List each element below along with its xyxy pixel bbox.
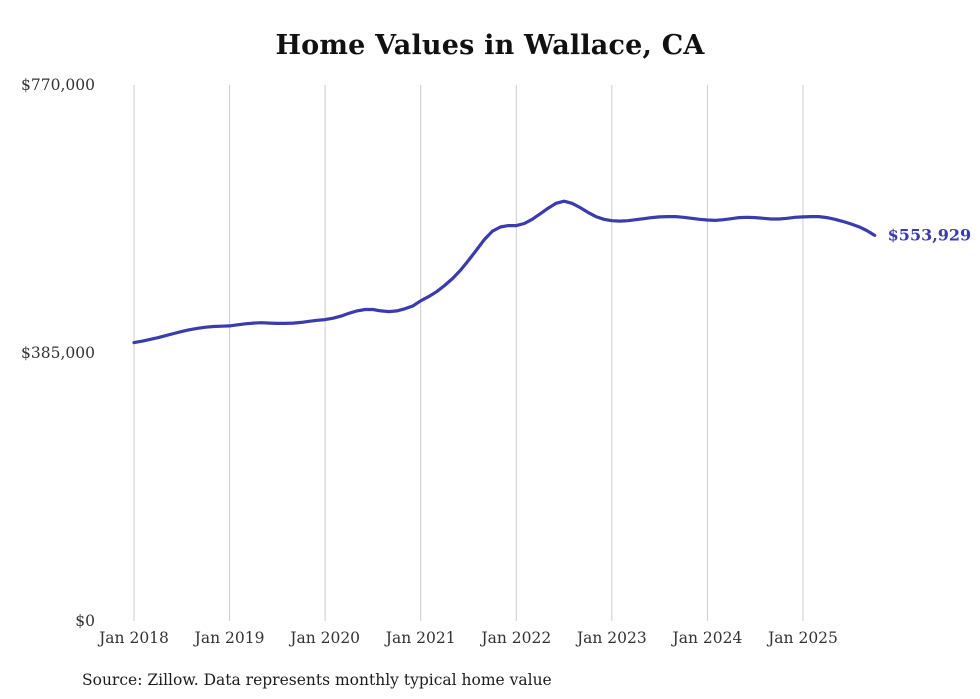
x-tick-label: Jan 2022	[479, 629, 551, 647]
x-tick-label: Jan 2024	[671, 629, 743, 647]
source-note: Source: Zillow. Data represents monthly …	[82, 671, 552, 689]
x-tick-label: Jan 2025	[766, 629, 838, 647]
end-value-label: $553,929	[888, 225, 972, 244]
x-tick-label: Jan 2019	[193, 629, 265, 647]
x-tick-label: Jan 2023	[575, 629, 647, 647]
value-line	[132, 199, 877, 345]
x-tick-label: Jan 2021	[384, 629, 456, 647]
y-tick-label: $770,000	[21, 76, 95, 94]
chart-title: Home Values in Wallace, CA	[275, 30, 705, 61]
x-tick-label: Jan 2018	[97, 629, 169, 647]
x-tick-label: Jan 2020	[288, 629, 360, 647]
y-tick-label: $0	[75, 612, 95, 630]
y-tick-label: $385,000	[21, 344, 95, 362]
